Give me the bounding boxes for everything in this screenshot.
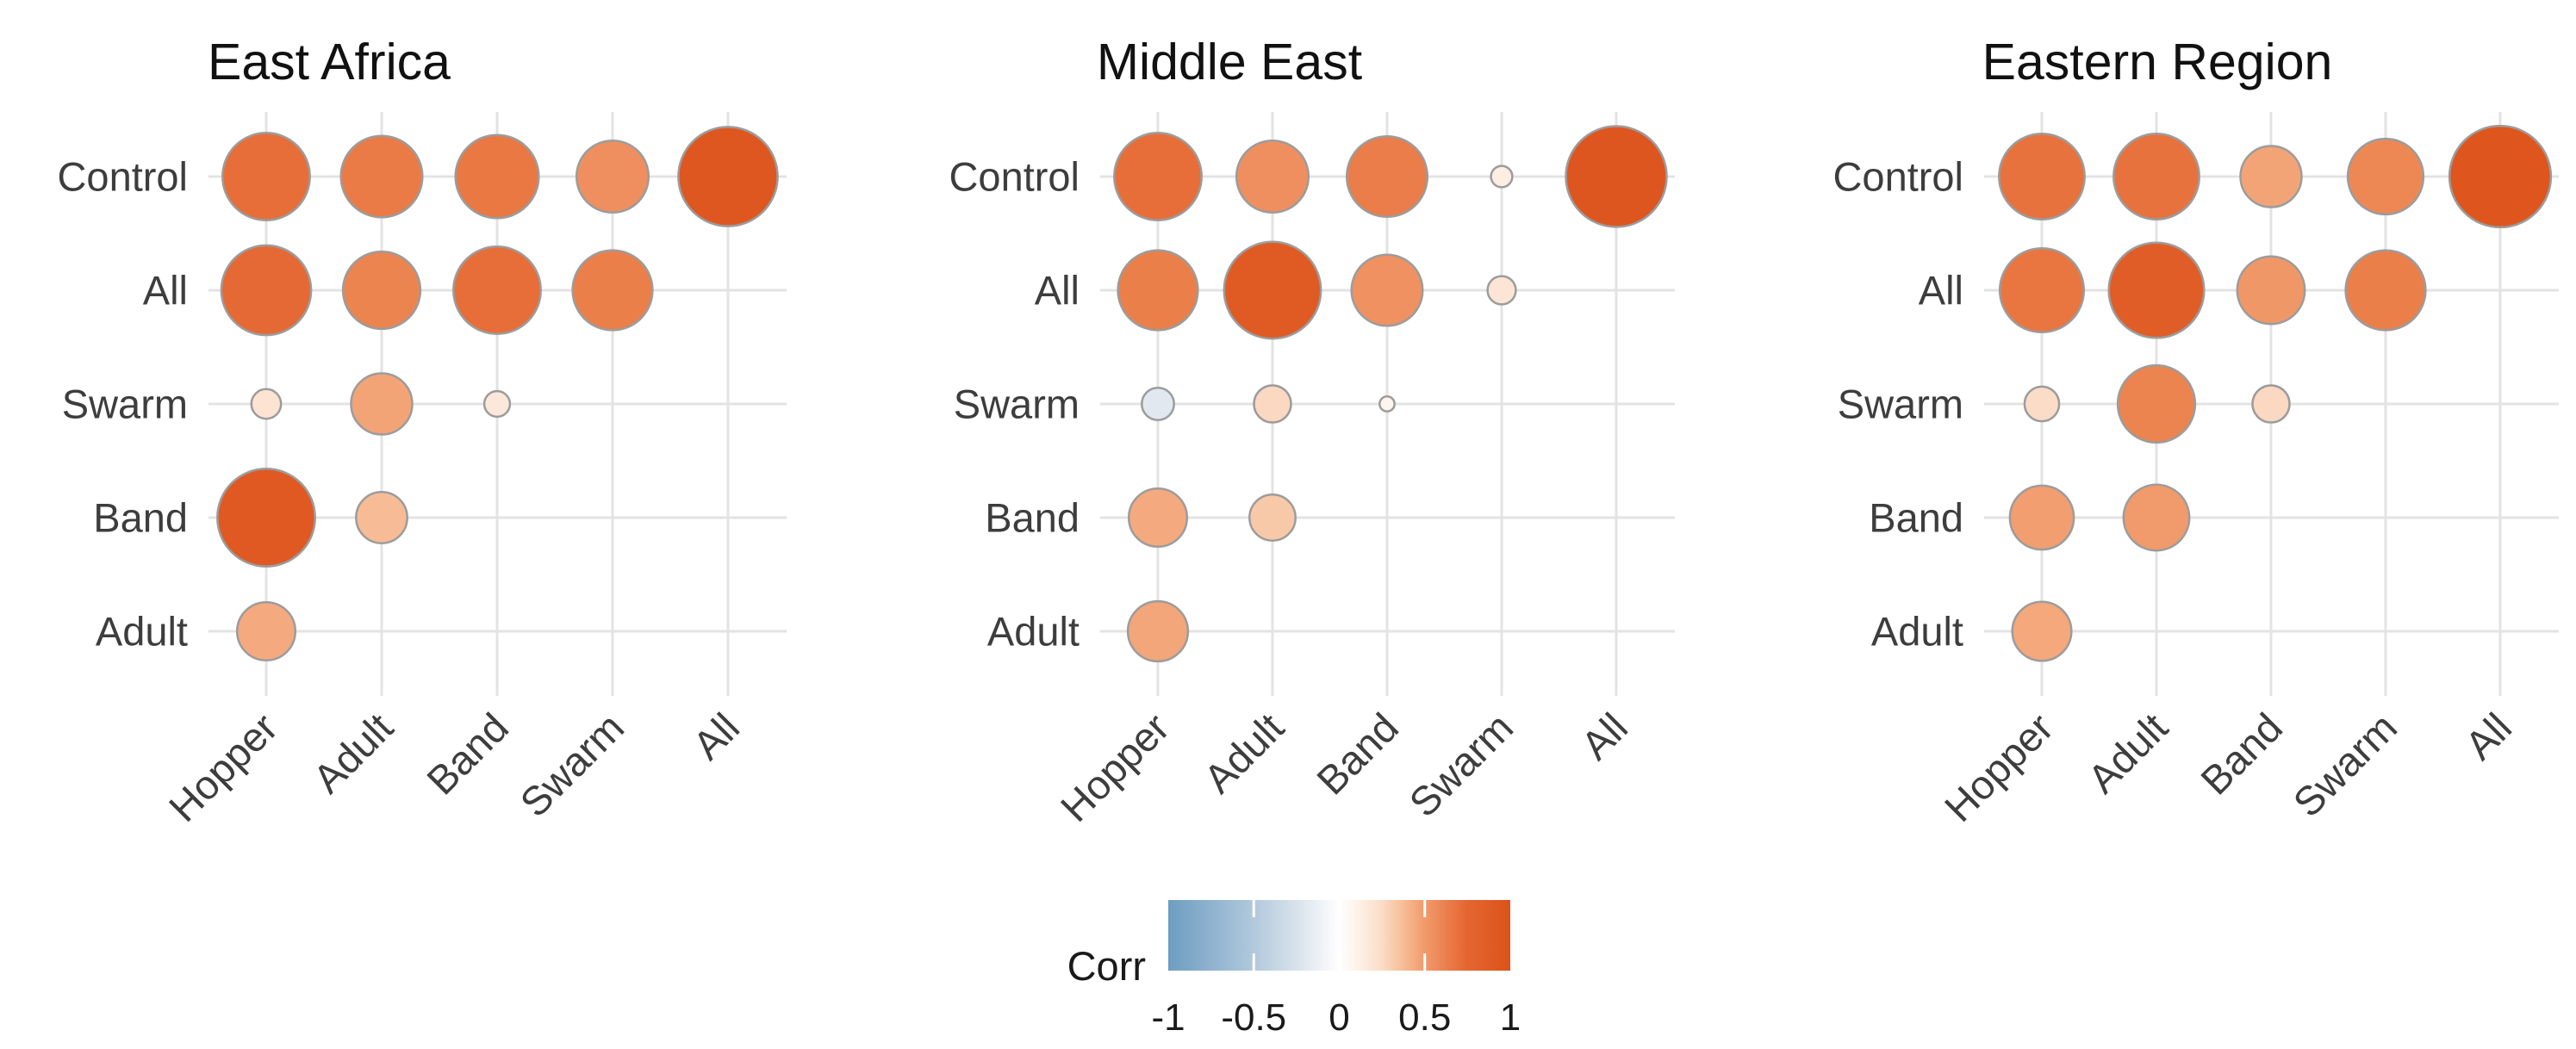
y-axis-label-adult: Adult — [96, 608, 188, 654]
corr-circle-all-band — [452, 245, 542, 335]
y-axis-label-control: Control — [1832, 153, 1963, 199]
panel-title-middle-east: Middle East — [1097, 34, 1362, 90]
bubbles-eastern-region — [1998, 124, 2553, 662]
x-axis-label-band: Band — [2192, 705, 2291, 804]
corr-circle-swarm-band — [482, 389, 512, 419]
legend-tick-label-1: -0.5 — [1221, 996, 1286, 1039]
x-axis-label-hopper: Hopper — [160, 705, 286, 830]
y-axis-label-band: Band — [93, 494, 188, 540]
corr-circle-control-all — [677, 126, 779, 227]
x-axis-label-hopper: Hopper — [1052, 705, 1178, 830]
corr-circle-control-band — [1345, 134, 1429, 219]
x-axis-label-band: Band — [1308, 705, 1407, 804]
corr-circle-all-band — [1350, 253, 1424, 327]
corr-circle-swarm-hopper — [250, 388, 283, 420]
panel-title-east-africa: East Africa — [208, 34, 451, 90]
corr-circle-control-all — [2448, 124, 2553, 229]
corr-circle-all-swarm — [2344, 249, 2427, 332]
y-axis-label-all: All — [1919, 267, 1963, 313]
panel-east-africa: East AfricaControlAllSwarmBandAdultHoppe… — [57, 34, 787, 830]
corr-circle-adult-hopper — [2011, 600, 2073, 662]
corr-circle-swarm-hopper — [1141, 387, 1175, 421]
panel-title-eastern-region: Eastern Region — [1982, 34, 2333, 90]
corr-circle-swarm-adult — [2116, 363, 2197, 444]
legend-tick-label-3: 0.5 — [1398, 996, 1451, 1039]
x-axis-label-adult: Adult — [304, 705, 401, 802]
corr-circle-swarm-band — [1378, 395, 1396, 413]
x-axis-label-all: All — [2456, 705, 2520, 768]
y-axis-label-adult: Adult — [1871, 608, 1963, 654]
corr-circle-band-adult — [2122, 483, 2191, 552]
corr-circle-control-band — [454, 133, 540, 220]
y-axis-label-all: All — [143, 267, 188, 313]
corr-circle-band-adult — [1248, 493, 1297, 542]
corr-circle-adult-hopper — [235, 600, 297, 662]
corr-circle-band-hopper — [216, 468, 316, 568]
corr-circle-all-adult — [1223, 240, 1322, 340]
y-axis-label-band: Band — [985, 494, 1080, 540]
corr-circle-all-adult — [2107, 241, 2206, 339]
bubbles-middle-east — [1113, 125, 1668, 663]
corr-circle-control-adult — [339, 134, 424, 219]
x-axis-label-band: Band — [418, 705, 517, 804]
corr-circle-band-hopper — [2008, 484, 2075, 551]
corr-circle-control-hopper — [221, 132, 311, 221]
y-axis-label-swarm: Swarm — [1838, 381, 1963, 426]
x-axis-label-hopper: Hopper — [1936, 705, 2062, 830]
corr-circle-swarm-band — [2251, 384, 2291, 424]
y-axis-label-adult: Adult — [987, 608, 1080, 654]
corr-circle-swarm-adult — [350, 372, 414, 436]
x-axis-label-adult: Adult — [2079, 705, 2176, 802]
corr-circle-swarm-hopper — [2023, 385, 2061, 423]
y-axis-label-all: All — [1035, 267, 1080, 313]
corr-circle-all-swarm — [571, 249, 654, 332]
legend-tick-label-4: 1 — [1500, 996, 1521, 1039]
y-axis-label-control: Control — [57, 153, 188, 199]
corr-circle-control-swarm — [2346, 137, 2425, 216]
corr-circle-control-swarm — [575, 139, 650, 214]
corr-circle-all-adult — [341, 250, 422, 331]
corr-circle-control-adult — [1235, 139, 1310, 214]
x-axis-label-swarm: Swarm — [2284, 705, 2405, 826]
y-axis-label-swarm: Swarm — [62, 381, 188, 426]
corr-circle-control-hopper — [1998, 133, 2086, 220]
corr-circle-adult-hopper — [1126, 599, 1190, 663]
corr-circle-band-hopper — [1127, 487, 1189, 549]
legend-tick-label-0: -1 — [1151, 996, 1185, 1039]
corr-circle-control-hopper — [1113, 132, 1203, 221]
panel-eastern-region: Eastern RegionControlAllSwarmBandAdultHo… — [1832, 34, 2559, 830]
y-axis-label-band: Band — [1869, 494, 1963, 540]
legend-title: Corr — [1067, 943, 1146, 989]
corr-circle-band-adult — [355, 491, 408, 544]
corr-circle-all-swarm — [1486, 275, 1517, 306]
bubbles-east-africa — [216, 126, 779, 662]
corr-circle-control-band — [2239, 145, 2303, 208]
corr-circle-control-adult — [2112, 133, 2200, 220]
corr-circle-control-all — [1565, 125, 1668, 228]
corr-circle-all-hopper — [1117, 249, 1199, 332]
corr-circle-swarm-adult — [1253, 384, 1292, 424]
y-axis-label-swarm: Swarm — [954, 381, 1080, 426]
corr-circle-all-hopper — [1998, 246, 2086, 334]
corr-circle-all-band — [2236, 255, 2306, 326]
y-axis-label-control: Control — [949, 153, 1080, 199]
x-axis-label-all: All — [1572, 705, 1636, 768]
x-axis-label-all: All — [684, 705, 748, 768]
corr-circle-all-hopper — [220, 244, 313, 337]
corr-circle-control-swarm — [1490, 164, 1514, 189]
legend-corr: Corr-1 -0.5 0 0.5 1 — [1067, 900, 1521, 1039]
panel-middle-east: Middle EastControlAllSwarmBandAdultHoppe… — [949, 34, 1675, 830]
legend-tick-label-2: 0 — [1328, 996, 1349, 1039]
x-axis-label-swarm: Swarm — [1400, 705, 1521, 826]
x-axis-label-swarm: Swarm — [511, 705, 632, 826]
x-axis-label-adult: Adult — [1195, 705, 1292, 802]
